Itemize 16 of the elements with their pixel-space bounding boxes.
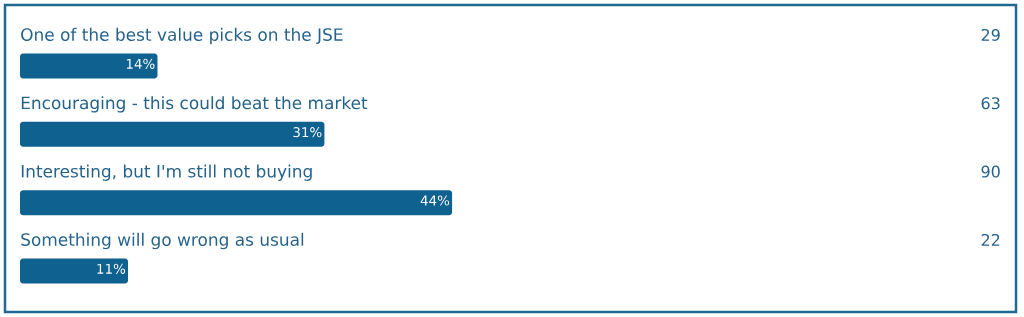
text: 90 [981,165,1000,178]
data-label: 31% [293,127,322,138]
text: 22 [981,233,1000,246]
y-tick-label: Interesting, but I'm still not buying [21,164,312,181]
data-label: 14% [126,58,155,69]
bar [20,121,325,147]
y-tick-label: Something will go wrong as usual [21,232,304,250]
y-tick-label: One of the best value picks on the JSE [21,27,343,45]
data-label: 44% [420,195,450,206]
y-tick-label: Encouraging - this could beat the market [21,96,368,113]
text: 63 [981,97,1000,110]
bar [20,190,453,216]
bar [20,258,129,284]
bar [20,53,158,79]
data-label: 11% [97,263,126,274]
text: 29 [981,28,1000,41]
